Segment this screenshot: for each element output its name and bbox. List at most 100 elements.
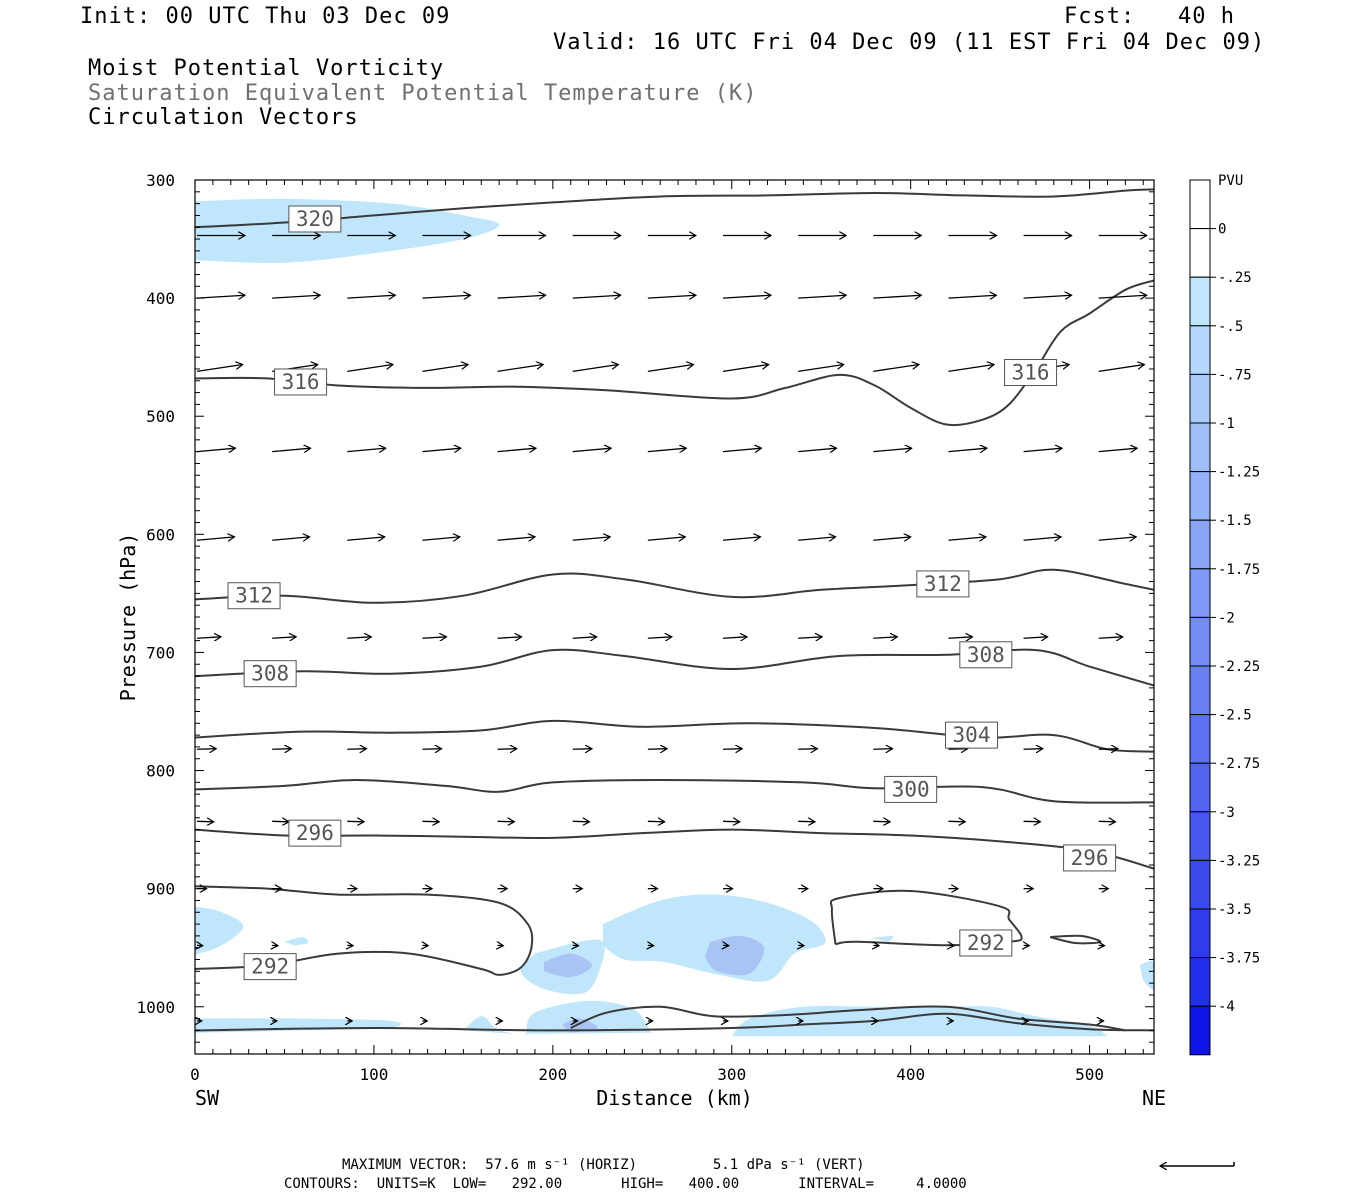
circulation-vector — [798, 749, 817, 750]
circulation-vector — [497, 448, 536, 451]
y-tick-label: 300 — [146, 171, 175, 190]
theta-es-contour-320 — [195, 188, 1154, 229]
x-axis-label: Distance (km) — [596, 1086, 753, 1110]
circulation-vector — [798, 537, 835, 540]
circulation-vector — [722, 448, 761, 451]
y-tick-label: 600 — [146, 525, 175, 544]
circulation-vector — [572, 364, 619, 372]
contour-label-text: 308 — [967, 643, 1005, 667]
circulation-vector — [798, 295, 846, 298]
y-tick-label: 900 — [146, 880, 175, 899]
legend-swatch — [1189, 373, 1211, 424]
circulation-vector — [1023, 448, 1062, 451]
circulation-vector — [1023, 749, 1043, 750]
contour-layer — [195, 188, 1154, 1032]
circulation-vector — [948, 448, 986, 451]
legend-label: -2 — [1218, 610, 1235, 626]
circulation-vector — [347, 537, 384, 540]
contour-label-box — [959, 929, 1013, 957]
circulation-vector — [497, 537, 535, 540]
legend-swatch — [1189, 714, 1211, 764]
circulation-vector — [196, 637, 221, 638]
reference-vector — [1160, 1162, 1235, 1166]
legend-label: -.5 — [1218, 319, 1243, 335]
circulation-vector — [722, 749, 742, 750]
circulation-vector — [272, 448, 310, 451]
contour-label-text: 316 — [282, 370, 320, 394]
circulation-vector — [347, 637, 371, 638]
circulation-vector — [422, 537, 459, 540]
circulation-vector — [948, 364, 994, 372]
contour-label-text: 300 — [892, 777, 930, 801]
contour-label-text: 312 — [924, 572, 962, 596]
circulation-vector — [196, 537, 234, 540]
legend-label: -1.25 — [1218, 465, 1260, 481]
x-tick-label: 300 — [717, 1065, 746, 1084]
circulation-vector — [873, 821, 890, 822]
circulation-vector — [347, 448, 385, 451]
pv-shade-region — [731, 1005, 1108, 1037]
legend-label: -.25 — [1218, 270, 1252, 286]
legend-swatch — [1189, 811, 1211, 861]
contour-label-box — [288, 205, 342, 233]
contour-label-text: 316 — [1012, 361, 1050, 385]
legend-swatch — [1189, 1005, 1211, 1056]
circulation-vector — [722, 637, 747, 638]
max-vector-note: MAXIMUM VECTOR: 57.6 m s⁻¹ (HORIZ) 5.1 d… — [342, 1157, 865, 1173]
pv-shade-region — [871, 935, 894, 942]
circulation-vector — [798, 637, 822, 638]
contour-label-box — [227, 582, 281, 610]
circulation-vector — [572, 448, 611, 451]
contour-label-box — [945, 721, 999, 749]
circulation-vector — [948, 537, 985, 540]
contour-label: 312 — [227, 582, 281, 610]
x-tick-label: 100 — [359, 1065, 388, 1084]
vector-layer — [197, 236, 1147, 1021]
circulation-vector — [647, 749, 667, 750]
contour-label-layer: 320 316 316 312 312 308 308 304 300 296 296 292 292 — [227, 205, 1117, 981]
circulation-vector — [647, 295, 696, 298]
circulation-vector — [1098, 364, 1145, 372]
circulation-vector — [347, 749, 366, 750]
legend-title: PVU — [1218, 173, 1243, 189]
circulation-vector — [798, 821, 815, 822]
circulation-vector — [1098, 448, 1137, 451]
circulation-vector — [1098, 749, 1118, 750]
legend-label: 0 — [1218, 222, 1226, 238]
circulation-vector — [497, 637, 522, 638]
circulation-vector — [347, 295, 395, 298]
x-tick-label: 0 — [190, 1065, 200, 1084]
legend-label: -3.25 — [1218, 853, 1260, 869]
legend-swatch — [1189, 471, 1211, 521]
field-title-mpv: Moist Potential Vorticity — [88, 56, 445, 81]
legend-label: -.75 — [1218, 367, 1252, 383]
pv-shading-layer — [195, 198, 1154, 1037]
circulation-vector — [497, 364, 544, 372]
legend-swatch — [1189, 519, 1211, 570]
legend-swatch — [1189, 908, 1211, 959]
circulation-vector — [196, 448, 235, 451]
circulation-vector — [1098, 821, 1116, 822]
legend-label: -3.5 — [1218, 902, 1252, 918]
circulation-vector — [422, 637, 446, 638]
circulation-vector — [873, 637, 897, 638]
circulation-vector — [647, 364, 694, 372]
field-title-vectors: Circulation Vectors — [88, 105, 359, 130]
circulation-vector — [948, 821, 965, 822]
circulation-vector — [422, 364, 468, 372]
x-tick-label: 400 — [896, 1065, 925, 1084]
circulation-vector — [1098, 637, 1123, 638]
forecast-hour: Fcst: 40 h — [1064, 4, 1235, 29]
circulation-vector — [272, 637, 296, 638]
contour-label: 296 — [288, 819, 342, 847]
legend-label: -1.75 — [1218, 562, 1260, 578]
contour-label-box — [884, 775, 938, 803]
contour-label-box — [916, 570, 970, 598]
circulation-vector — [196, 364, 243, 372]
legend-label: -2.5 — [1218, 708, 1252, 724]
contour-label: 316 — [1004, 359, 1058, 387]
contour-label: 308 — [243, 660, 297, 688]
theta-es-contour-292 — [1049, 934, 1102, 945]
circulation-vector — [422, 295, 470, 298]
circulation-vector — [572, 821, 590, 822]
